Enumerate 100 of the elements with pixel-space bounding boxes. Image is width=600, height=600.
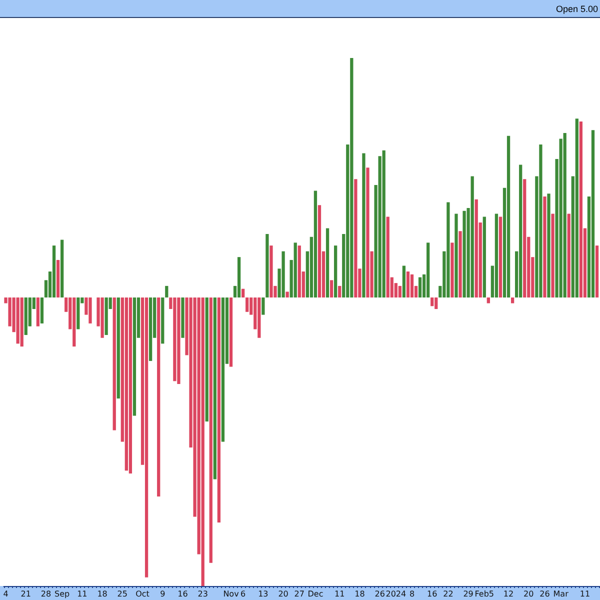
bar bbox=[144, 297, 148, 578]
bar bbox=[262, 297, 265, 315]
bar bbox=[510, 297, 514, 304]
x-tick-label: Dec bbox=[308, 590, 324, 598]
bar bbox=[72, 297, 76, 347]
bar bbox=[382, 150, 386, 298]
bar bbox=[519, 164, 522, 298]
bar bbox=[498, 216, 502, 298]
x-tick-label: 28 bbox=[40, 590, 52, 598]
bar bbox=[539, 144, 542, 298]
bar bbox=[209, 297, 212, 563]
bar bbox=[330, 280, 334, 298]
x-tick-label: 13 bbox=[258, 590, 268, 598]
x-tick-label: 25 bbox=[117, 590, 128, 598]
bar bbox=[213, 297, 216, 480]
x-tick-label: 23 bbox=[198, 590, 208, 598]
bar bbox=[366, 168, 370, 298]
bar bbox=[318, 205, 322, 298]
bar bbox=[406, 272, 410, 298]
bar bbox=[470, 176, 474, 298]
bar bbox=[221, 297, 225, 442]
bar bbox=[124, 297, 128, 471]
bar bbox=[24, 297, 28, 335]
bar bbox=[157, 297, 160, 497]
bar bbox=[266, 234, 269, 298]
bar bbox=[104, 297, 108, 335]
bar bbox=[386, 216, 390, 298]
bar bbox=[591, 130, 595, 298]
x-tick-label: 26 bbox=[374, 590, 385, 598]
bar bbox=[205, 297, 208, 422]
bar bbox=[410, 274, 414, 298]
bar bbox=[454, 214, 458, 298]
bar bbox=[282, 251, 285, 298]
x-tick-label: 4 bbox=[3, 590, 8, 598]
bar bbox=[237, 257, 241, 298]
bar bbox=[547, 194, 550, 298]
x-tick-label: 8 bbox=[409, 590, 415, 598]
x-tick-label: Feb5 bbox=[474, 590, 494, 598]
x-tick-label: 20 bbox=[524, 590, 534, 598]
bar bbox=[165, 286, 168, 298]
bar bbox=[52, 246, 56, 298]
x-tick-label: 16 bbox=[427, 590, 438, 598]
bar bbox=[242, 288, 245, 298]
bar bbox=[450, 242, 454, 298]
x-tick-label: 11 bbox=[580, 590, 590, 598]
x-tick-label: 9 bbox=[160, 590, 166, 598]
bar bbox=[181, 297, 184, 338]
bar bbox=[567, 214, 570, 298]
bar bbox=[128, 297, 132, 474]
x-tick-label: 11 bbox=[77, 590, 88, 598]
bar bbox=[458, 231, 462, 298]
bar bbox=[286, 292, 289, 298]
bar bbox=[486, 297, 490, 304]
x-tick-label: 22 bbox=[443, 590, 454, 598]
bar bbox=[563, 133, 566, 298]
bar bbox=[350, 58, 354, 298]
bar bbox=[258, 297, 261, 338]
bar bbox=[270, 246, 273, 298]
bar bbox=[326, 228, 330, 298]
bar bbox=[217, 297, 221, 523]
text: Open 5.00 bbox=[556, 4, 598, 14]
bar bbox=[177, 297, 180, 384]
x-tick-label: 6 bbox=[240, 590, 246, 598]
bar bbox=[494, 214, 498, 298]
bar bbox=[362, 153, 366, 298]
bar bbox=[16, 297, 20, 344]
bar bbox=[434, 297, 438, 310]
bar bbox=[116, 297, 120, 398]
bar bbox=[523, 179, 526, 298]
x-tick-label: 16 bbox=[178, 590, 188, 598]
bar bbox=[430, 297, 434, 306]
bar bbox=[201, 297, 204, 586]
bar bbox=[314, 190, 318, 298]
x-tick-label: 29 bbox=[463, 590, 474, 598]
x-tick-label: 20 bbox=[278, 590, 288, 598]
bar bbox=[246, 297, 249, 312]
bar bbox=[161, 297, 164, 344]
bar bbox=[462, 210, 466, 298]
bar bbox=[100, 297, 104, 338]
x-tick-label: Mar bbox=[553, 590, 570, 598]
bar bbox=[543, 196, 546, 298]
x-tick-label: 18 bbox=[97, 590, 108, 598]
bar bbox=[112, 297, 116, 430]
bar bbox=[36, 297, 40, 326]
x-tick-label: 18 bbox=[354, 590, 365, 598]
bar bbox=[334, 246, 338, 298]
x-tick-label: Oct bbox=[136, 590, 150, 598]
bar bbox=[426, 242, 430, 298]
x-tick-label: 12 bbox=[503, 590, 514, 598]
bar bbox=[575, 118, 578, 298]
bar bbox=[298, 246, 301, 298]
bar bbox=[595, 246, 599, 298]
bar bbox=[482, 216, 486, 298]
bar bbox=[60, 240, 64, 298]
x-tick-label: Nov bbox=[223, 590, 240, 598]
bar bbox=[446, 202, 450, 298]
bar bbox=[354, 179, 358, 298]
bar bbox=[20, 297, 24, 347]
x-tick-label: 26 bbox=[540, 590, 550, 598]
bar bbox=[88, 297, 92, 324]
